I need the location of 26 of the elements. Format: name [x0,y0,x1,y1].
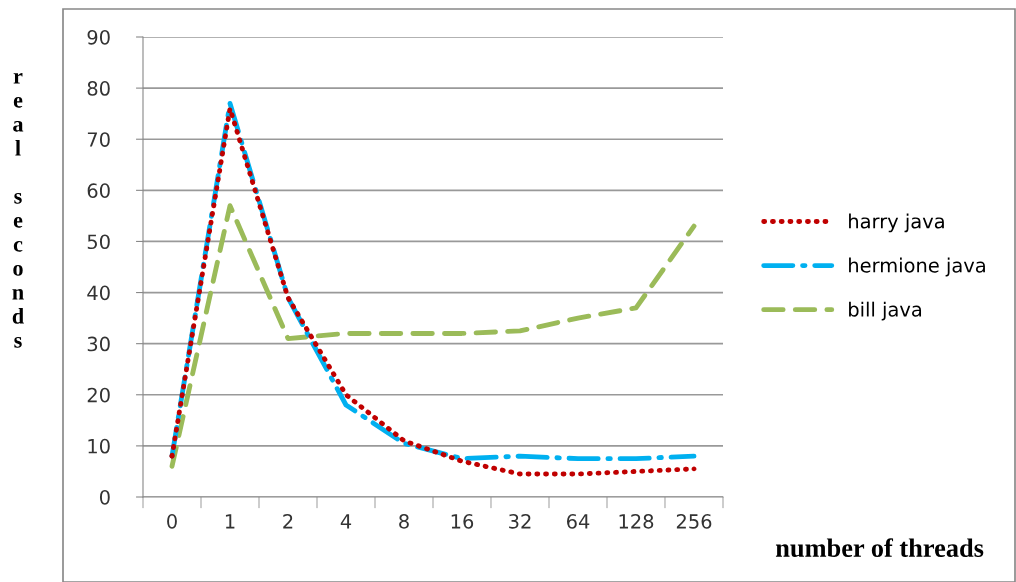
y-tick-label: 70 [87,132,110,147]
x-tick-label: 1 [225,514,235,529]
x-tick-label: 128 [619,514,654,529]
x-tick-label: 2 [283,514,293,529]
text: real seconds [12,72,24,348]
y-tick-label: 20 [87,387,110,403]
x-tick-label: 64 [566,514,590,529]
y-tick-label: 0 [99,489,110,505]
x-tick-label: 256 [676,514,712,529]
x-tick-label: 8 [399,514,409,529]
y-tick-label: 60 [87,183,110,198]
y-tick-label: 10 [88,438,110,454]
y-tick-label: 30 [87,336,110,352]
y-tick-label: 40 [87,285,110,301]
legend-label: harry java [849,213,944,233]
line-series [169,203,697,469]
y-tick-label: 90 [87,29,110,45]
x-tick-label: 32 [509,514,531,529]
x-tick-label: 4 [340,514,352,529]
x-tick-label: 16 [451,514,474,529]
legend-label: hermione java [849,257,985,277]
y-tick-label: 50 [87,234,110,250]
x-tick-label: 0 [167,514,177,529]
x-axis-title: number of threads [775,538,984,558]
legend-label: bill java [849,301,922,321]
y-tick-label: 80 [87,81,110,96]
